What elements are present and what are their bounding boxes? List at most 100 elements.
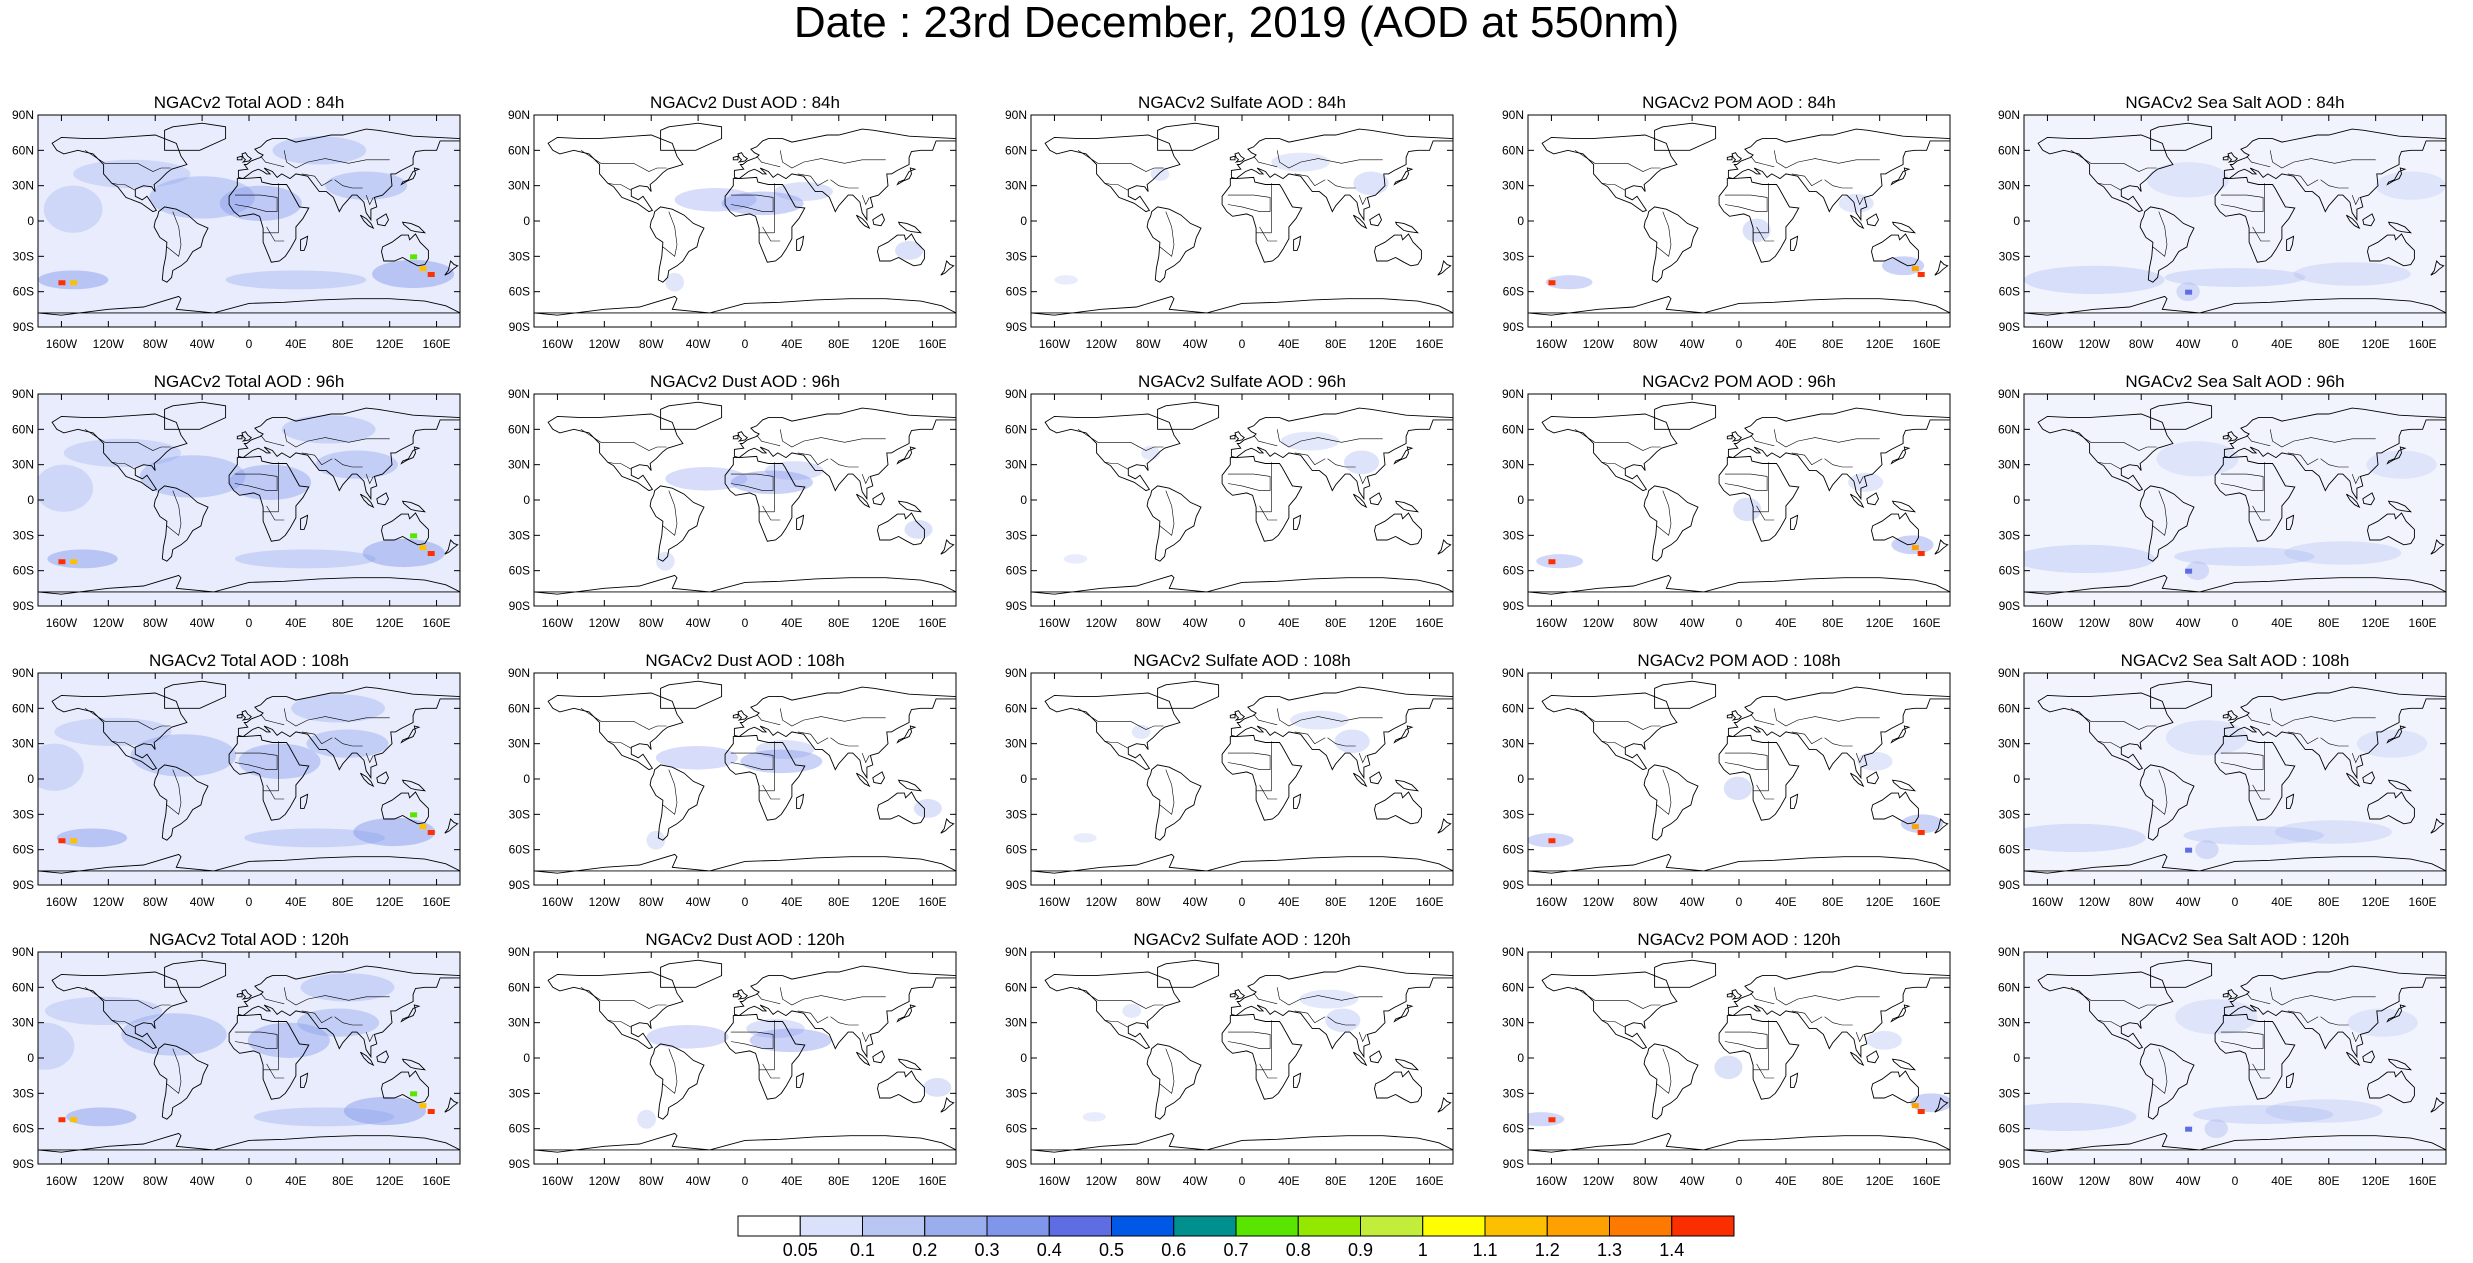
coastline [1934, 539, 1949, 555]
country-border [166, 769, 182, 815]
coastline [1866, 771, 1880, 785]
lon-label: 40E [2271, 337, 2292, 351]
lon-label: 80W [2129, 1174, 2154, 1188]
lon-label: 160W [1536, 895, 1568, 909]
lat-label: 90N [508, 945, 530, 959]
lat-label: 30N [12, 1016, 34, 1030]
lat-label: 0 [523, 1051, 530, 1065]
coastline [1230, 686, 1453, 780]
lon-label: 80W [2129, 895, 2154, 909]
aod-plume [1353, 171, 1389, 196]
coastline [1790, 235, 1799, 251]
coastline [856, 1051, 871, 1067]
coastline [1031, 574, 1453, 595]
lon-label: 0 [1239, 337, 1246, 351]
coastline [724, 1013, 806, 1100]
country-border [861, 1031, 870, 1043]
map-background [2024, 673, 2446, 885]
lon-label: 0 [1736, 1174, 1743, 1188]
country-border [1601, 462, 1626, 470]
country-border [1227, 752, 1271, 770]
lon-label: 80E [828, 895, 849, 909]
lat-label: 90N [508, 666, 530, 680]
aod-plume [1528, 1112, 1565, 1127]
coastline [896, 167, 917, 186]
lat-label: 30S [509, 1086, 530, 1100]
panel-title: NGACv2 Sea Salt AOD : 108h [2120, 651, 2350, 670]
lon-label: 0 [1736, 616, 1743, 630]
country-border [1750, 993, 1775, 1005]
coastline [376, 213, 390, 227]
aod-plume [1343, 450, 1380, 475]
coastline [381, 791, 429, 825]
country-border [166, 211, 182, 257]
coastline [1891, 779, 1917, 792]
coastline [300, 1072, 309, 1088]
lon-label: 160E [423, 895, 451, 909]
coastline [1541, 692, 1678, 771]
lat-label: 30S [1006, 1086, 1027, 1100]
country-border [1259, 1063, 1278, 1079]
aod-plume [1290, 710, 1349, 730]
country-border [1077, 150, 1164, 172]
lat-label: 60S [13, 843, 34, 857]
country-border [1358, 752, 1367, 764]
lon-label: 80W [2129, 337, 2154, 351]
coastline [38, 574, 460, 595]
lat-label: 30S [1503, 807, 1524, 821]
aod-plume [774, 182, 833, 201]
lat-label: 90S [1999, 878, 2020, 892]
coastline [1727, 686, 1950, 780]
lat-label: 30S [13, 1086, 34, 1100]
coastline [796, 514, 805, 530]
panel-title: NGACv2 Dust AOD : 96h [650, 372, 840, 391]
country-border [2220, 473, 2264, 491]
aod-plume [2183, 826, 2325, 845]
lon-label: 80W [1136, 895, 1161, 909]
lat-label: 0 [2013, 1051, 2020, 1065]
lat-label: 60S [1503, 843, 1524, 857]
lon-label: 160W [1536, 1174, 1568, 1188]
aod-plume [253, 1107, 395, 1127]
lat-label: 90S [509, 878, 530, 892]
country-border [762, 505, 781, 521]
country-border [2252, 1063, 2271, 1079]
lon-label: 40E [285, 895, 306, 909]
aod-plume [2024, 544, 2156, 574]
coastline [2214, 176, 2296, 263]
coastline [381, 512, 429, 546]
lat-label: 60S [1006, 564, 1027, 578]
lon-label: 160W [46, 337, 78, 351]
lon-label: 0 [2232, 337, 2239, 351]
lat-label: 60N [508, 701, 530, 715]
lat-label: 0 [27, 1051, 34, 1065]
lon-label: 0 [742, 895, 749, 909]
coastline [1654, 401, 1717, 430]
lat-label: 90S [509, 599, 530, 613]
country-border [759, 462, 775, 513]
coastline [1718, 455, 1800, 542]
coastline [897, 1058, 923, 1071]
lon-label: 80W [1633, 616, 1658, 630]
colorbar-label: 0.8 [1286, 1240, 1311, 1260]
country-border [1753, 183, 1769, 234]
country-border [1227, 1031, 1271, 1049]
coastline [376, 771, 390, 785]
coastline [2150, 122, 2213, 151]
lat-label: 30N [1005, 458, 1027, 472]
coastline [2367, 791, 2415, 825]
lon-label: 160W [2032, 616, 2064, 630]
coastline [724, 455, 806, 542]
panel-title: NGACv2 Total AOD : 120h [148, 930, 349, 949]
coastline [1353, 1051, 1368, 1067]
coastline [1353, 214, 1368, 230]
lon-label: 120W [93, 616, 125, 630]
coastline [164, 122, 227, 151]
country-border [84, 429, 171, 451]
map-background [2024, 115, 2446, 327]
lon-label: 160W [542, 895, 574, 909]
aod-hotspot [58, 1117, 66, 1123]
aod-plume [721, 191, 804, 216]
country-border [365, 1031, 374, 1043]
aod-plume [300, 973, 395, 1002]
